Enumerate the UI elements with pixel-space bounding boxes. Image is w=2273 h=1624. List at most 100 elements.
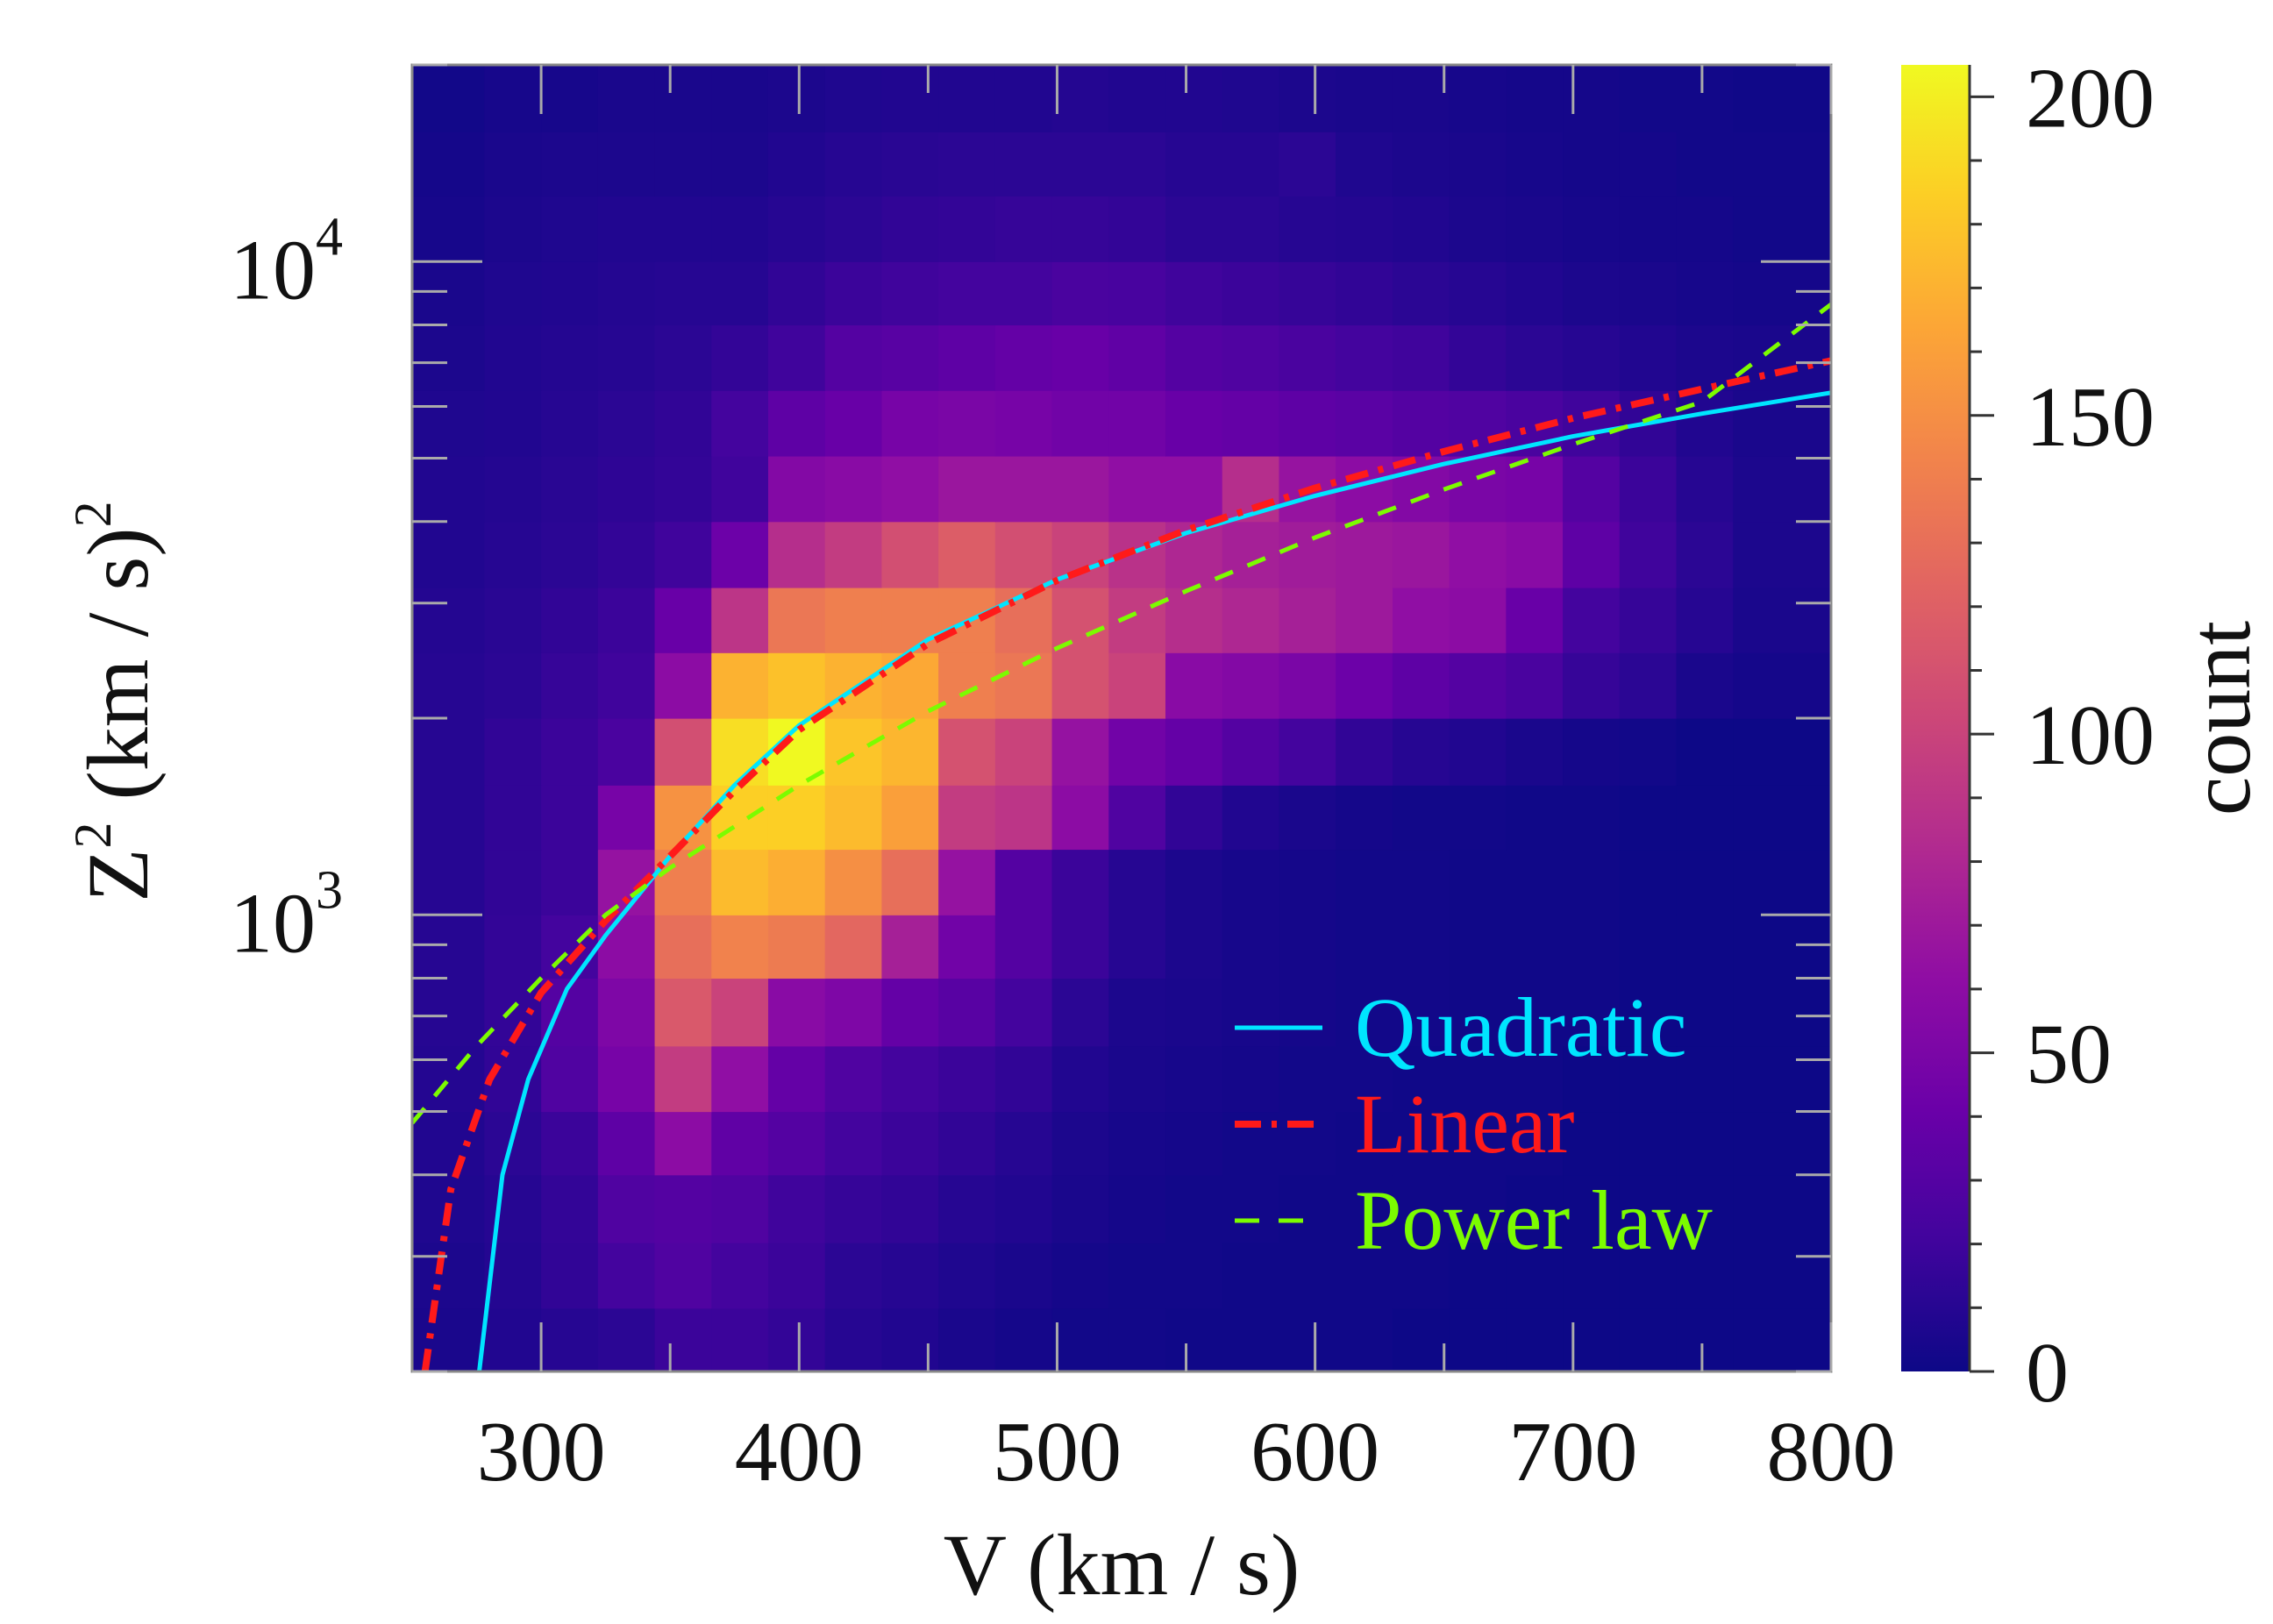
y-axis-title-mid: (km / s): [69, 527, 167, 822]
heatmap-cell: [1108, 1174, 1166, 1243]
heatmap-cell: [1506, 324, 1564, 391]
heatmap-cell: [1336, 587, 1393, 653]
heatmap-cell: [711, 1243, 769, 1309]
heatmap-cell: [938, 1045, 996, 1113]
heatmap-cell: [881, 1045, 939, 1113]
heatmap-cell: [541, 785, 599, 851]
heatmap-cell: [1449, 915, 1507, 979]
heatmap-cell: [767, 1111, 826, 1176]
heatmap-cell: [1392, 849, 1450, 915]
heatmap-cell: [1108, 849, 1166, 915]
fit-line-quadratic: [477, 390, 1831, 1371]
heatmap-cell: [1563, 324, 1621, 391]
heatmap-cell: [1279, 324, 1336, 391]
heatmap-cell: [412, 785, 485, 851]
heatmap-cell: [1279, 652, 1336, 719]
heatmap-cell: [824, 849, 883, 915]
heatmap-cell: [711, 1045, 769, 1113]
heatmap-cell: [1392, 65, 1450, 132]
heatmap-cell: [1165, 390, 1223, 457]
heatmap-cell: [1563, 1243, 1621, 1309]
heatmap-cell: [1449, 1174, 1507, 1243]
heatmap-cell: [881, 521, 939, 588]
heatmap-cell: [541, 1111, 599, 1176]
heatmap-cell: [881, 915, 939, 979]
heatmap-cell: [1222, 587, 1280, 653]
heatmap-cell: [1506, 915, 1564, 979]
heatmap-cell: [541, 915, 599, 979]
heatmap-cell: [1222, 978, 1280, 1047]
heatmap-cell: [1392, 196, 1450, 262]
heatmap-cell: [1051, 1243, 1109, 1309]
heatmap-cell: [1165, 587, 1223, 653]
heatmap-cell: [824, 455, 883, 523]
heatmap-cell: [1449, 1045, 1507, 1113]
heatmap-cell: [1506, 132, 1564, 197]
heatmap-cell: [1619, 785, 1678, 851]
heatmap-cell: [654, 196, 712, 262]
heatmap-cell: [938, 132, 996, 197]
heatmap-cell: [1336, 785, 1393, 851]
heatmap-cell: [541, 324, 599, 391]
heatmap-cell: [994, 1174, 1053, 1243]
heatmap-cell: [994, 65, 1053, 132]
heatmap-cell: [1051, 785, 1109, 851]
heatmap-cell: [1619, 1174, 1678, 1243]
heatmap-cell: [1336, 132, 1393, 197]
heatmap-cell: [767, 1307, 826, 1371]
heatmap-cell: [767, 785, 826, 851]
heatmap-cell: [654, 1045, 712, 1113]
heatmap-cell: [994, 1307, 1053, 1371]
heatmap-cell: [597, 324, 656, 391]
heatmap-cell: [412, 521, 485, 588]
heatmap-cell: [1279, 785, 1336, 851]
heatmap-cell: [484, 261, 542, 326]
heatmap-cell: [412, 652, 485, 719]
legend-label: Linear: [1355, 1077, 1575, 1171]
heatmap-cell: [654, 849, 712, 915]
heatmap-cell: [938, 390, 996, 457]
heatmap-cell: [541, 132, 599, 197]
heatmap-cell: [1336, 65, 1393, 132]
heatmap-cell: [1506, 261, 1564, 326]
colorbar-tick-label: 200: [2026, 51, 2155, 146]
heatmap-cell: [938, 915, 996, 979]
heatmap-cell: [484, 521, 542, 588]
heatmap-cell: [767, 587, 826, 653]
heatmap-cell: [1279, 1174, 1336, 1243]
heatmap-cell: [1336, 521, 1393, 588]
heatmap-cell: [412, 915, 485, 979]
heatmap-cell: [1733, 521, 1831, 588]
heatmap-cell: [994, 718, 1053, 786]
heatmap-cell: [1733, 915, 1831, 979]
heatmap-cell: [541, 1307, 599, 1371]
heatmap-cell: [1108, 65, 1166, 132]
heatmap-cell: [541, 455, 599, 523]
heatmap-cell: [1108, 196, 1166, 262]
heatmap-cell: [1336, 1243, 1393, 1309]
heatmap-cell: [1392, 1111, 1450, 1176]
heatmap-cell: [1336, 718, 1393, 786]
heatmap-cell: [1392, 915, 1450, 979]
heatmap-cell: [1222, 785, 1280, 851]
heatmap-cell: [1392, 521, 1450, 588]
heatmap-cell: [541, 978, 599, 1047]
heatmap-cell: [1449, 324, 1507, 391]
heatmap-cell: [1676, 849, 1734, 915]
colorbar-ticks: 0 50 100 150 200: [1970, 51, 2155, 1421]
heatmap-cell: [1506, 65, 1564, 132]
heatmap-cell: [1392, 324, 1450, 391]
heatmap-cell: [1563, 849, 1621, 915]
heatmap-cell: [767, 1045, 826, 1113]
heatmap-cell: [1336, 1111, 1393, 1176]
heatmap-cell: [597, 521, 656, 588]
heatmap-cell: [824, 915, 883, 979]
y-axis-title-sup2: 2: [64, 501, 122, 527]
fit-line-linear: [421, 357, 1831, 1371]
heatmap-cell: [597, 196, 656, 262]
heatmap-cell: [938, 521, 996, 588]
heatmap-cell: [541, 1243, 599, 1309]
heatmap-cell: [1108, 587, 1166, 653]
heatmap-cell: [597, 915, 656, 979]
heatmap-cell: [1449, 261, 1507, 326]
